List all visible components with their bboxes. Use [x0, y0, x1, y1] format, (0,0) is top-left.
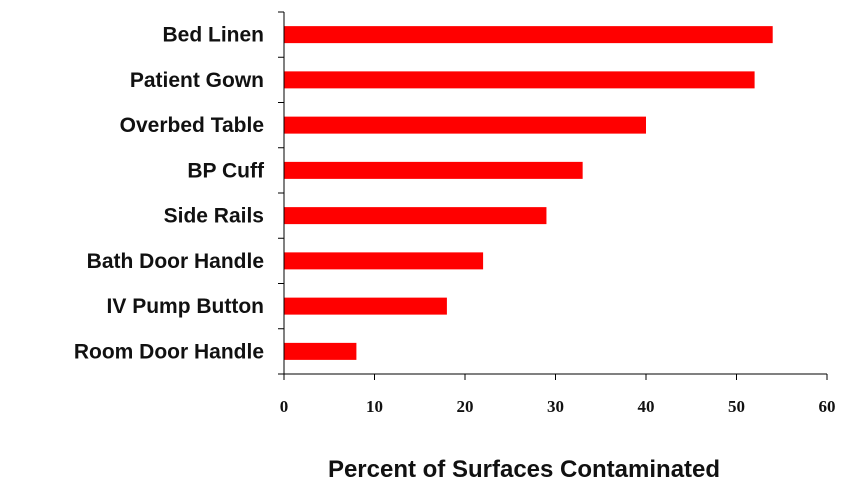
x-tick-label: 50: [728, 397, 745, 416]
category-label: Bed Linen: [162, 24, 264, 47]
category-label: Bath Door Handle: [87, 250, 264, 273]
bar-bed-linen: [284, 26, 773, 44]
bar-iv-pump-button: [284, 297, 447, 315]
bar-overbed-table: [284, 116, 646, 134]
bar-bp-cuff: [284, 161, 583, 179]
x-tick-label: 40: [638, 397, 655, 416]
bar-patient-gown: [284, 71, 755, 89]
category-label: Side Rails: [164, 205, 264, 228]
x-tick-labels: 0 10 20 30 40 50 60: [280, 397, 836, 416]
bars-group: [284, 26, 773, 360]
category-label: Patient Gown: [130, 69, 264, 92]
category-label: Overbed Table: [120, 114, 264, 137]
bar-side-rails: [284, 207, 547, 225]
category-label: BP Cuff: [187, 159, 265, 182]
axis-ticks: [278, 11, 828, 380]
category-label: Room Door Handle: [74, 340, 264, 363]
x-axis-title: Percent of Surfaces Contaminated: [328, 456, 720, 482]
x-tick-label: 60: [819, 397, 836, 416]
category-labels: Bed Linen Patient Gown Overbed Table BP Cuf…: [74, 24, 265, 364]
bar-room-door-handle: [284, 342, 357, 360]
category-label: IV Pump Button: [107, 295, 264, 318]
x-tick-label: 30: [547, 397, 564, 416]
x-tick-label: 20: [457, 397, 474, 416]
x-tick-label: 0: [280, 397, 289, 416]
x-tick-label: 10: [366, 397, 383, 416]
bar-bath-door-handle: [284, 252, 484, 270]
